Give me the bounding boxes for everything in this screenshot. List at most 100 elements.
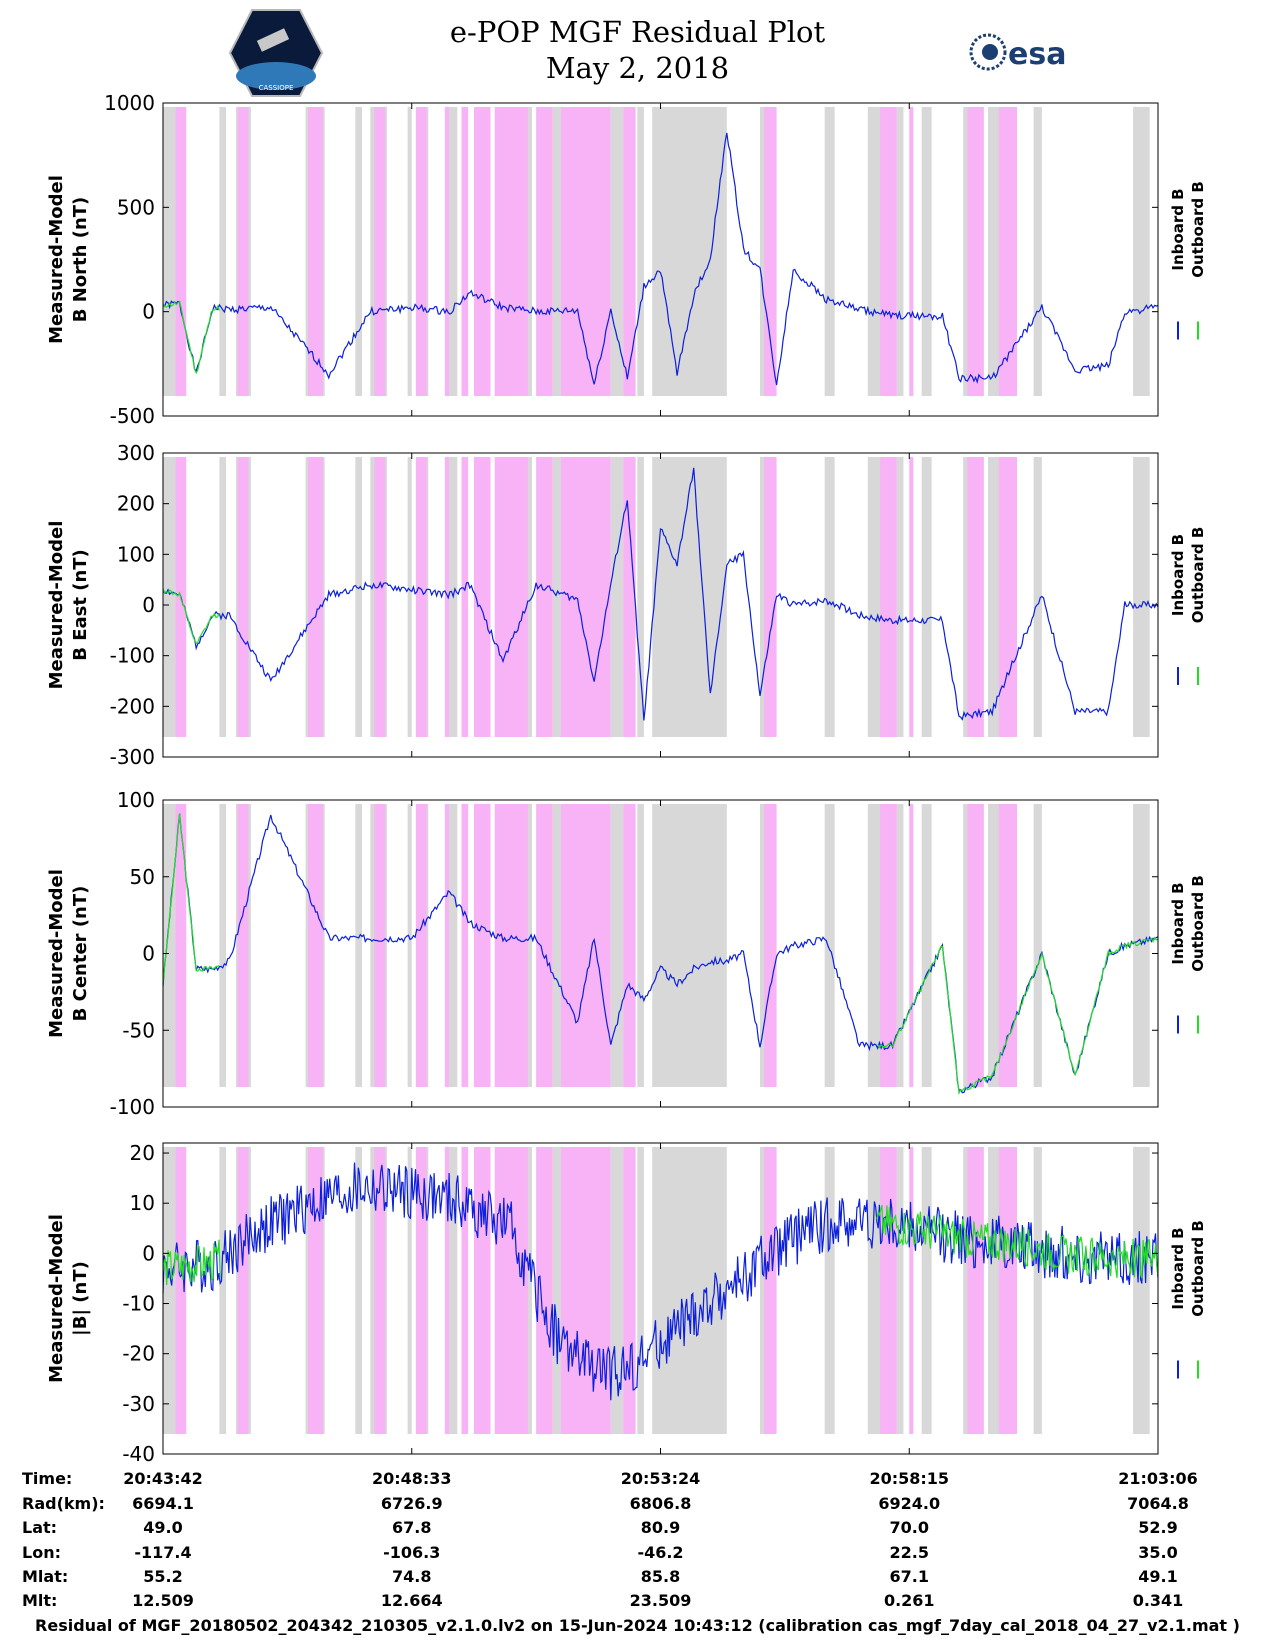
pink-interval-band xyxy=(909,804,914,1087)
y-axis-label-line2: B North (nT) xyxy=(70,197,91,323)
y-tick-label: -100 xyxy=(110,644,155,668)
ephemeris-value: 80.9 xyxy=(641,1518,680,1537)
pink-interval-band xyxy=(444,107,450,396)
ephemeris-value: 35.0 xyxy=(1138,1543,1177,1562)
gray-interval-band xyxy=(652,804,727,1087)
gray-interval-band xyxy=(1133,457,1150,737)
ephemeris-value: 12.664 xyxy=(381,1591,443,1610)
pink-interval-band xyxy=(175,1147,187,1434)
gray-interval-band xyxy=(824,457,835,737)
gray-interval-band xyxy=(824,804,835,1087)
ephemeris-value: 21:03:06 xyxy=(1118,1469,1198,1488)
ephemeris-value: -46.2 xyxy=(637,1543,683,1562)
y-tick-label: -20 xyxy=(122,1342,155,1366)
y-tick-label: 300 xyxy=(117,441,155,465)
gray-interval-band xyxy=(824,1147,835,1434)
pink-interval-band xyxy=(764,1147,777,1434)
gray-interval-band xyxy=(407,804,412,1087)
ephemeris-value: 0.261 xyxy=(884,1591,935,1610)
pink-interval-band xyxy=(415,1147,427,1434)
gray-interval-band xyxy=(896,457,904,737)
outboard-b-series xyxy=(162,1204,1159,1286)
gray-interval-band xyxy=(1033,457,1042,737)
pink-interval-band xyxy=(561,804,611,1087)
ephemeris-value: 6806.8 xyxy=(630,1494,692,1513)
legend-label-outboard: Outboard B xyxy=(1189,181,1207,278)
pink-interval-band xyxy=(998,457,1018,737)
y-tick-label: -40 xyxy=(122,1442,155,1466)
pink-interval-band xyxy=(561,1147,611,1434)
pink-interval-band xyxy=(880,804,897,1087)
pink-interval-band xyxy=(967,804,984,1087)
y-tick-label: 10 xyxy=(130,1191,155,1215)
y-tick-label: -30 xyxy=(122,1392,155,1416)
gray-interval-band xyxy=(867,804,883,1087)
ephemeris-value: 49.1 xyxy=(1138,1567,1177,1586)
y-tick-label: 0 xyxy=(142,942,155,966)
y-tick-label: 0 xyxy=(142,300,155,324)
pink-interval-band xyxy=(764,457,777,737)
gray-interval-band xyxy=(552,1147,561,1434)
y-tick-label: 500 xyxy=(117,195,155,219)
y-tick-label: -300 xyxy=(110,745,155,769)
y-tick-label: -200 xyxy=(110,694,155,718)
pink-interval-band xyxy=(909,107,914,396)
gray-interval-band xyxy=(163,804,176,1087)
ephemeris-row-label: Mlat: xyxy=(22,1567,68,1586)
gray-interval-band xyxy=(407,107,412,396)
y-tick-label: 200 xyxy=(117,492,155,516)
gray-interval-band xyxy=(963,804,972,1087)
pink-interval-band xyxy=(967,107,984,396)
y-tick-label: 100 xyxy=(117,542,155,566)
gray-interval-band xyxy=(163,1147,176,1434)
pink-interval-band xyxy=(473,457,491,737)
pink-interval-band xyxy=(494,107,528,396)
outboard-b-series xyxy=(162,300,220,375)
pink-interval-band xyxy=(308,457,324,737)
pink-interval-band xyxy=(623,804,636,1087)
ephemeris-value: 55.2 xyxy=(143,1567,182,1586)
ephemeris-value: 12.509 xyxy=(132,1591,194,1610)
ephemeris-value: 20:58:15 xyxy=(869,1469,949,1488)
panel-3: 100 50 0 -50 -100 Measured-Model B Center (nT)… xyxy=(46,788,1207,1119)
pink-interval-band xyxy=(536,804,553,1087)
gray-interval-band xyxy=(896,107,904,396)
ephemeris-value: -117.4 xyxy=(134,1543,191,1562)
gray-interval-band xyxy=(407,457,412,737)
gray-interval-band xyxy=(552,457,561,737)
gray-interval-band xyxy=(219,107,227,396)
panel-1: 1000 500 0 -500 Measured-Model B North (nT) In… xyxy=(46,91,1207,428)
ephemeris-value: 49.0 xyxy=(143,1518,182,1537)
ephemeris-value: 70.0 xyxy=(890,1518,929,1537)
pink-interval-band xyxy=(461,457,469,737)
pink-interval-band xyxy=(374,804,386,1087)
gray-interval-band xyxy=(219,804,227,1087)
chart-title: e-POP MGF Residual Plot May 2, 2018 xyxy=(0,14,1275,86)
y-tick-label: -500 xyxy=(110,404,155,428)
ephemeris-value: 7064.8 xyxy=(1127,1494,1189,1513)
pink-interval-band xyxy=(473,804,491,1087)
outboard-b-series xyxy=(162,813,1159,1095)
y-tick-label: -10 xyxy=(122,1292,155,1316)
ephemeris-row-label: Lon: xyxy=(22,1543,61,1562)
gray-interval-band xyxy=(637,457,644,737)
inboard-b-series xyxy=(162,1162,1159,1401)
gray-interval-band xyxy=(963,1147,972,1434)
pink-interval-band xyxy=(237,1147,249,1434)
gray-interval-band xyxy=(637,804,644,1087)
y-axis-label-line1: Measured-Model xyxy=(46,869,67,1038)
pink-interval-band xyxy=(536,107,553,396)
ephemeris-value: 52.9 xyxy=(1138,1518,1177,1537)
gray-interval-band xyxy=(963,457,972,737)
pink-interval-band xyxy=(909,457,914,737)
gray-interval-band xyxy=(355,1147,362,1434)
gray-interval-band xyxy=(921,1147,932,1434)
pink-interval-band xyxy=(461,1147,469,1434)
cassiope-logo: CASSIOPE xyxy=(228,9,324,97)
ephemeris-value: 6924.0 xyxy=(878,1494,940,1513)
legend-label-outboard: Outboard B xyxy=(1189,527,1207,624)
pink-interval-band xyxy=(623,457,636,737)
y-axis-label: Measured-Model B East (nT) xyxy=(46,521,91,690)
gray-interval-band xyxy=(637,107,644,396)
y-axis-label: Measured-Model B North (nT) xyxy=(46,175,91,344)
